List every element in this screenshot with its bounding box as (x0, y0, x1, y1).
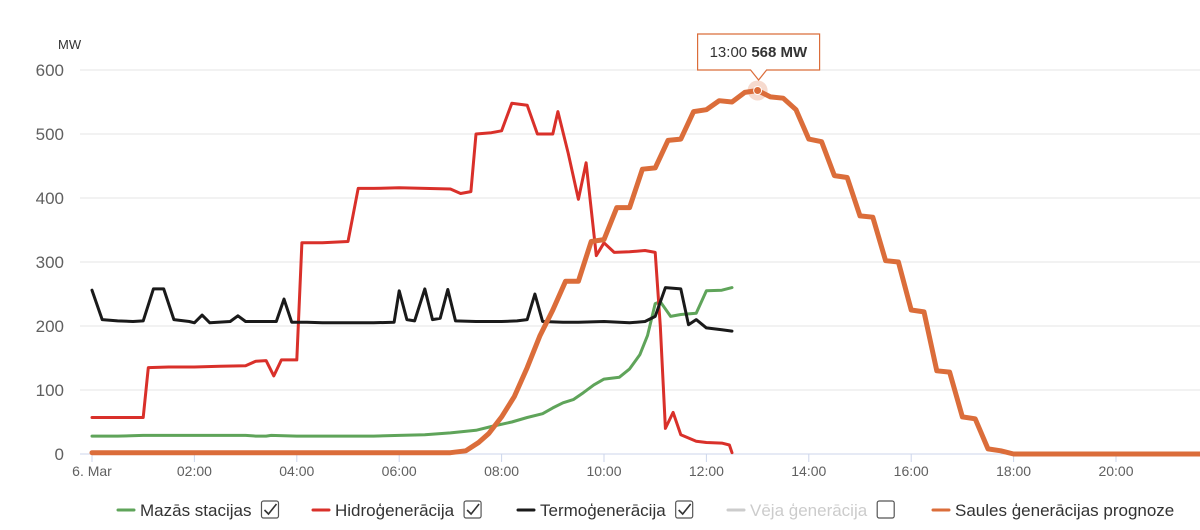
checkmark-icon (466, 503, 480, 516)
legend-checkbox[interactable] (260, 500, 280, 519)
legend-label: Hidroģenerācija (335, 501, 455, 520)
x-tick-label: 10:00 (586, 463, 621, 479)
grid-lines (80, 69, 1200, 455)
x-tick-label: 12:00 (689, 463, 724, 479)
y-axis-ticks: 0 100 200 300 400 500 600 (36, 61, 64, 464)
legend-checkbox[interactable] (675, 500, 694, 519)
x-tick-label: 04:00 (279, 463, 314, 479)
y-tick-label: 0 (55, 445, 64, 464)
y-tick-label: 200 (36, 317, 64, 336)
legend-checkbox[interactable] (876, 500, 895, 519)
tooltip-box (697, 33, 821, 81)
series-line-4 (89, 88, 1200, 457)
x-axis-ticks: 6. Mar 02:00 04:00 06:00 08:00 10:00 12:00 14:0… (72, 454, 1134, 479)
tooltip-value: 568 MW (751, 44, 808, 61)
series-line-1 (90, 101, 734, 455)
x-tick-label: 08:00 (484, 463, 519, 479)
tooltip: 13:00 568 MW (697, 33, 821, 101)
x-tick-label: 18:00 (996, 463, 1031, 479)
x-tick-label: 16:00 (894, 463, 929, 479)
y-tick-label: 400 (36, 189, 64, 208)
checkmark-icon (678, 503, 692, 516)
hover-marker (753, 85, 763, 95)
y-tick-label: 300 (36, 253, 64, 272)
legend-label: Termoģenerācija (540, 501, 666, 520)
y-tick-label: 100 (36, 381, 64, 400)
x-tick-label: 6. Mar (72, 463, 112, 479)
legend-item-0[interactable]: Mazās stacijas (116, 500, 280, 520)
legend-item-2[interactable]: Termoģenerācija (516, 500, 694, 520)
legend-item-3[interactable]: Vēja ģenerācija (726, 500, 895, 520)
x-tick-label: 06:00 (382, 463, 417, 479)
legend-label: Vēja ģenerācija (750, 501, 868, 520)
tooltip-time: 13:00 568 MW (710, 44, 808, 61)
y-tick-label: 500 (36, 125, 64, 144)
legend-label: Mazās stacijas (140, 501, 251, 520)
series-line-0 (90, 286, 734, 438)
legend-item-4[interactable]: Saules ģenerācijas prognoze (931, 501, 1174, 520)
legend-label: Saules ģenerācijas prognoze (955, 501, 1174, 520)
series-lines (89, 88, 1200, 457)
x-tick-label: 14:00 (791, 463, 826, 479)
series-line-2 (90, 286, 734, 333)
legend: Mazās stacijas Hidroģenerācija Termoģenerā… (116, 500, 1174, 520)
legend-item-1[interactable]: Hidroģenerācija (311, 500, 482, 520)
checkmark-icon (263, 503, 278, 516)
x-tick-label: 02:00 (177, 463, 212, 479)
y-tick-label: 600 (36, 61, 64, 80)
legend-checkbox[interactable] (463, 500, 482, 519)
x-tick-label: 20:00 (1098, 463, 1133, 479)
y-axis-unit-label: MW (58, 37, 82, 52)
